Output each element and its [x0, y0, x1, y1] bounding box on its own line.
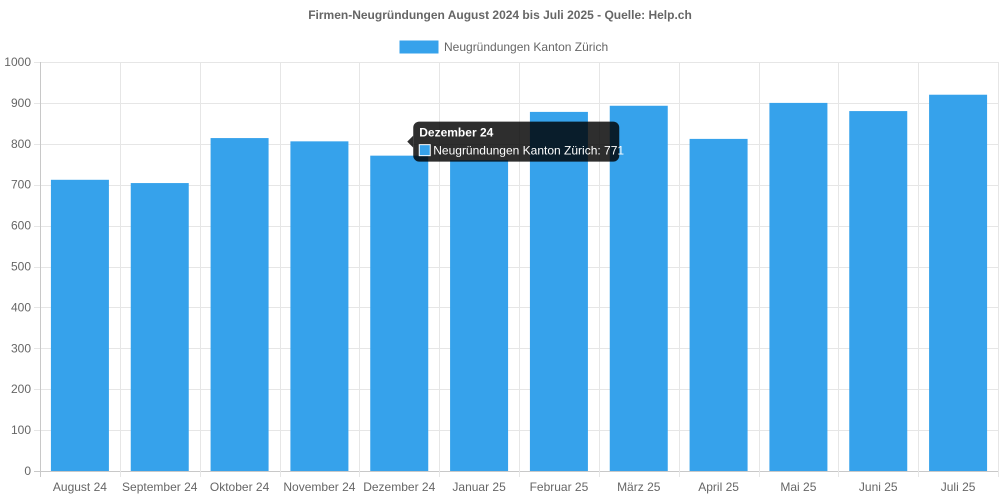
y-tick-label: 0	[24, 464, 31, 478]
grid	[34, 62, 999, 477]
tooltip-caret	[407, 135, 414, 148]
bar[interactable]	[130, 183, 189, 471]
tooltip-title: Dezember 24	[419, 126, 493, 140]
x-tick-label: Januar 25	[452, 480, 506, 494]
x-axis: August 24 September 24 Oktober 24 November …	[53, 480, 976, 494]
bar[interactable]	[210, 138, 269, 471]
bar[interactable]	[290, 141, 349, 471]
bar[interactable]	[50, 179, 109, 472]
tooltip-box	[413, 121, 620, 162]
tooltip: Dezember 24 Neugründungen Kanton Zürich: …	[407, 121, 624, 162]
y-tick-label: 300	[11, 341, 31, 355]
bar[interactable]	[529, 111, 588, 471]
x-tick-label: September 24	[122, 480, 198, 494]
x-tick-label: August 24	[53, 480, 107, 494]
y-tick-label: 900	[11, 96, 31, 110]
legend-label[interactable]: Neugründungen Kanton Zürich	[444, 40, 608, 54]
x-tick-label: Februar 25	[530, 480, 589, 494]
bar[interactable]	[689, 138, 748, 471]
x-tick-label: Juni 25	[859, 480, 898, 494]
bar[interactable]	[769, 102, 828, 472]
y-tick-label: 700	[11, 178, 31, 192]
x-tick-label: April 25	[698, 480, 739, 494]
y-tick-label: 100	[11, 423, 31, 437]
y-tick-label: 200	[11, 382, 31, 396]
bar[interactable]	[849, 111, 908, 471]
y-axis: 0 100 200 300 400 500 600 700 800 900 1000	[4, 55, 31, 478]
x-tick-label: Oktober 24	[210, 480, 270, 494]
y-tick-label: 400	[11, 300, 31, 314]
x-tick-label: Juli 25	[941, 480, 976, 494]
legend[interactable]: Neugründungen Kanton Zürich	[399, 40, 608, 54]
bar[interactable]	[609, 105, 668, 471]
x-tick-label: Mai 25	[780, 480, 816, 494]
tooltip-body: Neugründungen Kanton Zürich: 771	[433, 144, 624, 158]
y-tick-label: 1000	[4, 55, 31, 69]
y-tick-label: 600	[11, 219, 31, 233]
x-tick-label: Dezember 24	[363, 480, 435, 494]
chart-title: Firmen-Neugründungen August 2024 bis Jul…	[308, 8, 692, 22]
x-tick-label: November 24	[283, 480, 355, 494]
tooltip-swatch	[418, 144, 431, 157]
bar[interactable]	[450, 160, 509, 471]
y-tick-label: 800	[11, 137, 31, 151]
bars	[50, 94, 988, 472]
x-tick-label: März 25	[617, 480, 661, 494]
bar[interactable]	[929, 94, 988, 471]
y-tick-label: 500	[11, 260, 31, 274]
legend-swatch[interactable]	[399, 40, 439, 54]
bar[interactable]	[370, 155, 429, 471]
